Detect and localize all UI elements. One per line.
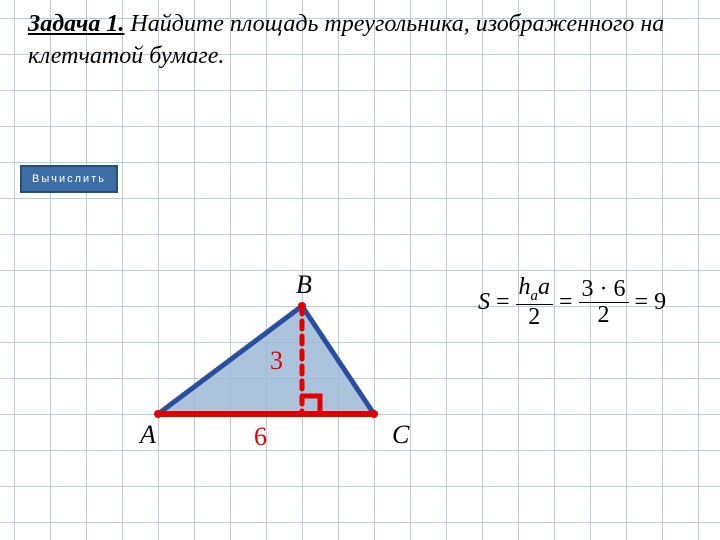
title-rest: Найдите площадь треугольника, изображенн… [28,11,664,69]
formula-num2: 3 · 6 [579,277,629,303]
label-c: C [392,420,409,450]
formula-frac2: 3 · 6 2 [579,277,629,328]
formula-a: a [538,274,550,300]
formula-den1: 2 [525,305,543,330]
formula-s: S [478,289,490,316]
formula-result: 9 [654,289,666,316]
label-base: 6 [254,422,267,452]
area-formula: S = haa 2 = 3 · 6 2 = 9 [478,275,666,331]
label-height: 3 [270,346,283,376]
task-word: Задача 1. [28,11,124,37]
formula-eq3: = [635,289,649,316]
label-b: B [296,270,312,300]
formula-den2: 2 [595,303,613,328]
formula-frac1: haa 2 [516,275,553,331]
formula-h-sub: a [531,288,538,304]
formula-h: h [519,274,531,300]
problem-title: Задача 1. Найдите площадь треугольника, … [28,8,692,73]
formula-eq1: = [496,289,510,316]
formula-eq2: = [559,289,573,316]
label-a: A [140,420,156,450]
compute-button[interactable]: Вычислить [20,165,118,193]
grid-background [0,0,720,540]
